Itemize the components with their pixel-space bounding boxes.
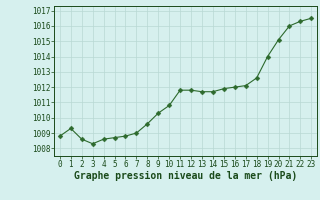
X-axis label: Graphe pression niveau de la mer (hPa): Graphe pression niveau de la mer (hPa) — [74, 171, 297, 181]
